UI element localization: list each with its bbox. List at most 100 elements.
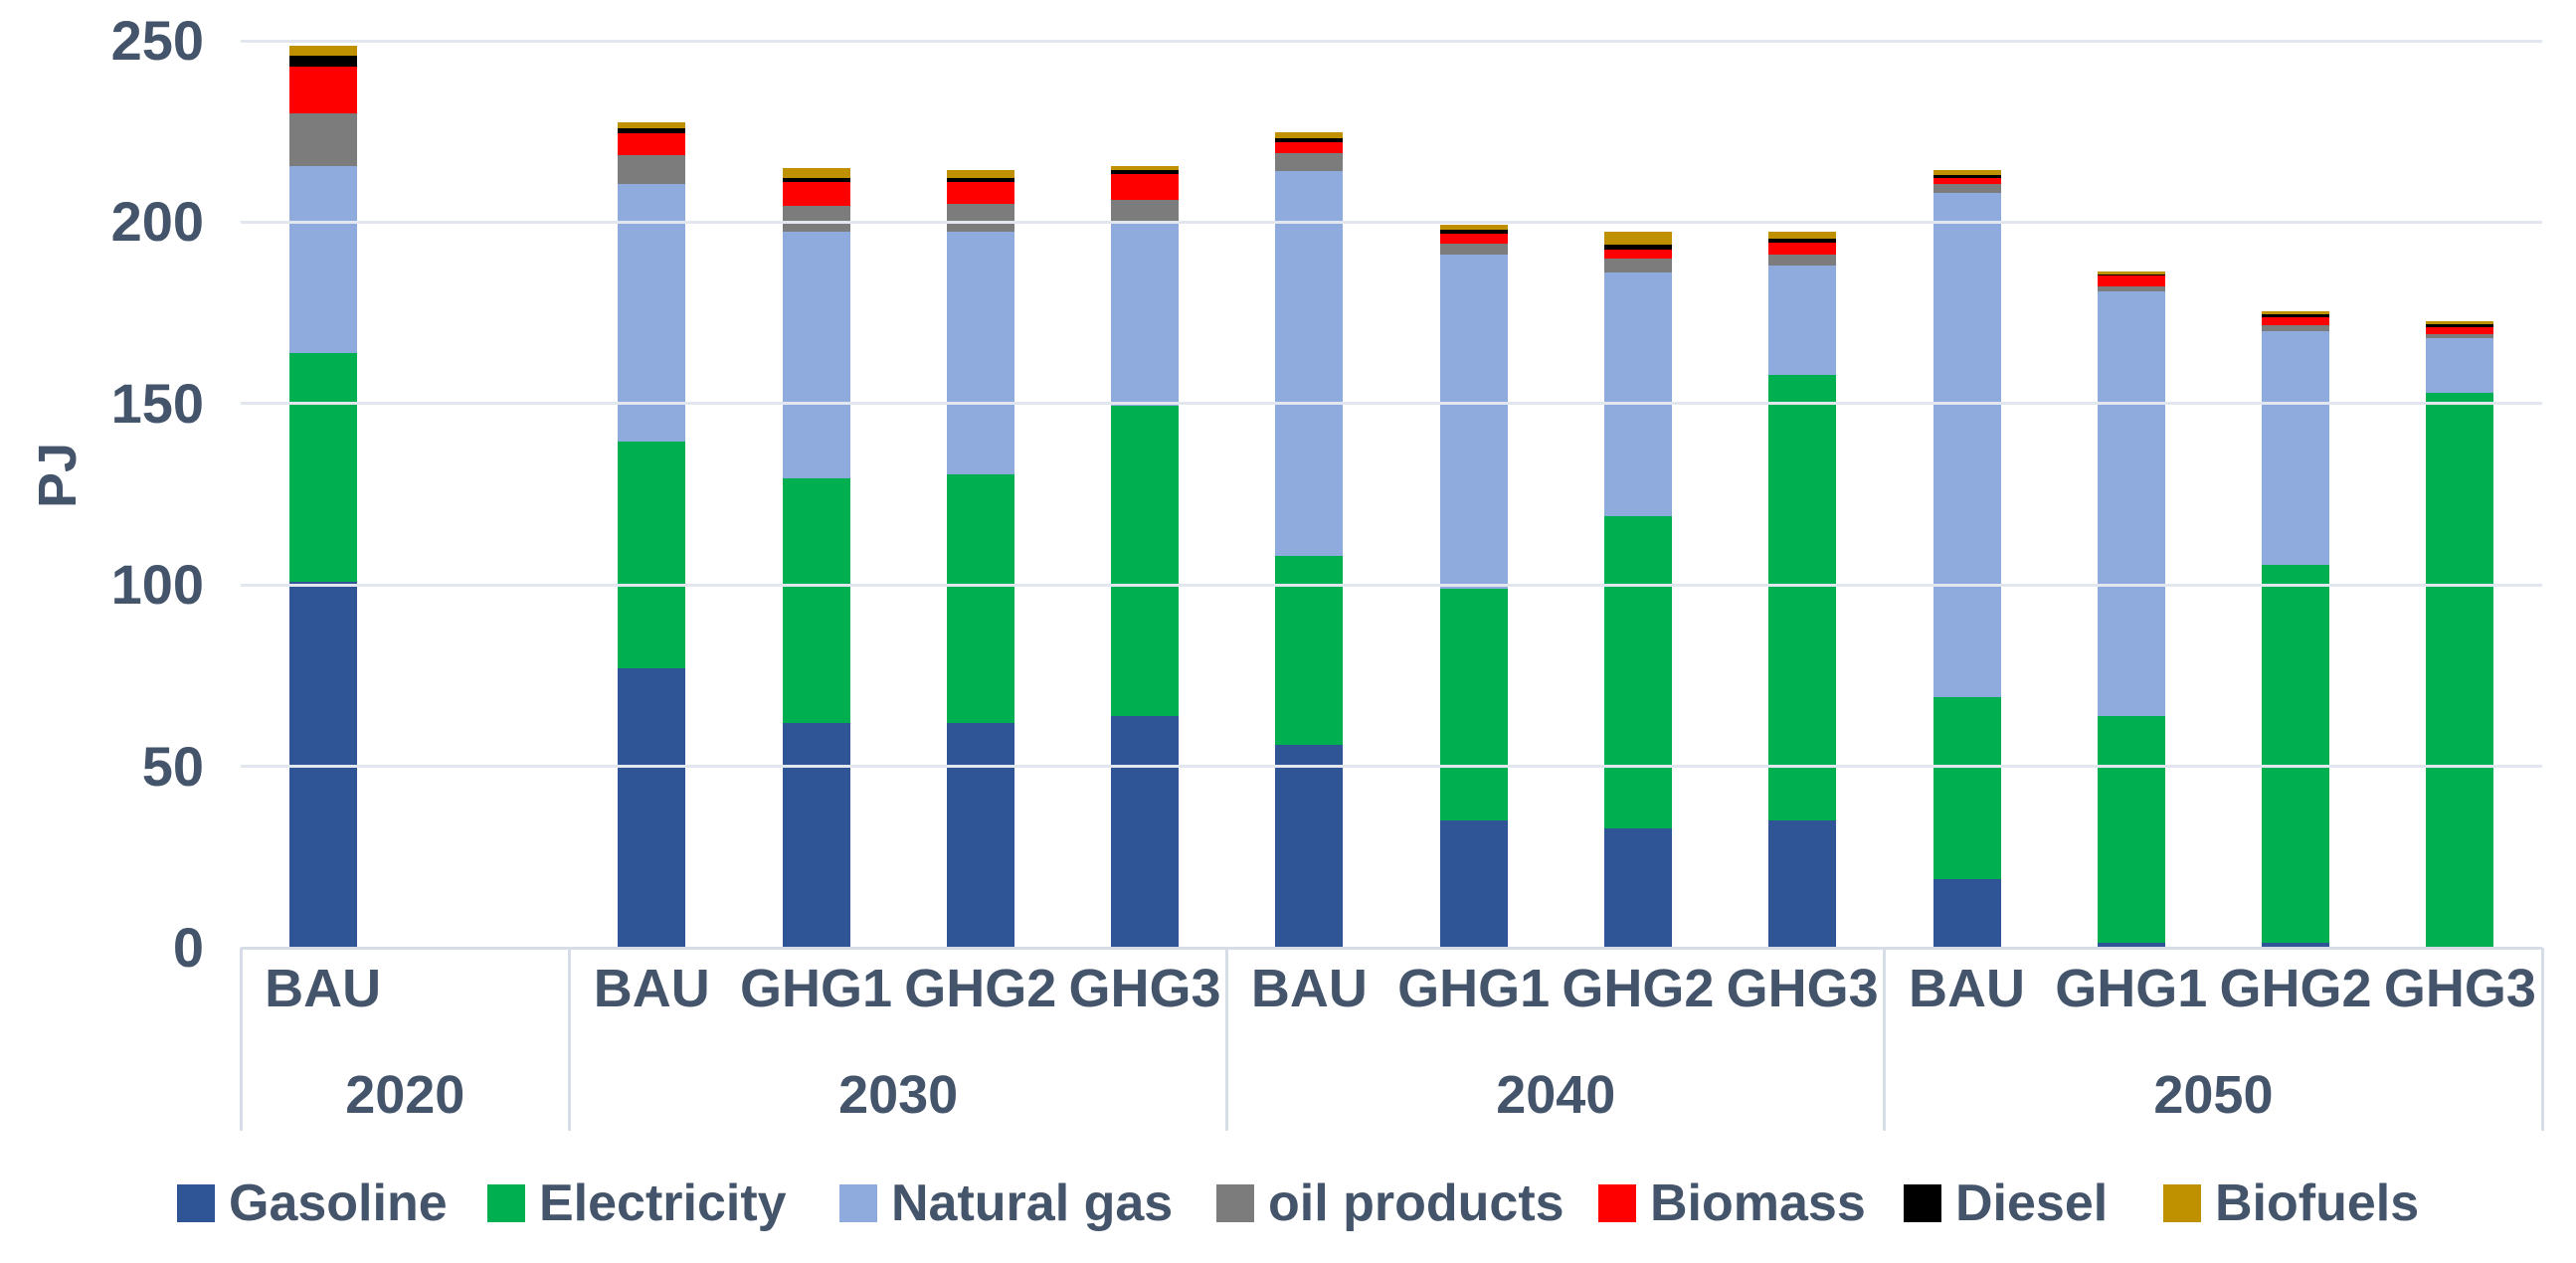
bar-segment-2030-GHG1-diesel [782, 177, 850, 183]
bar-segment-2040-GHG1-diesel [1439, 230, 1508, 235]
bar-segment-2030-GHG2-biofuels [946, 169, 1014, 178]
bar-segment-2020-BAU-diesel [288, 55, 357, 67]
scenario-label-2040-GHG3: GHG3 [1726, 959, 1879, 1018]
bar-segment-2030-BAU-electricity [618, 442, 686, 669]
scenario-label-2030-GHG3: GHG3 [1068, 959, 1221, 1018]
bar-segment-2040-BAU-biofuels [1275, 131, 1344, 138]
bar-segment-2040-GHG3-natural-gas [1768, 266, 1837, 375]
bar-segment-2040-GHG2-natural-gas [1603, 272, 1672, 516]
gridline [241, 402, 2542, 406]
bar-segment-2020-BAU-gasoline [288, 581, 357, 948]
scenario-label-2050-GHG3: GHG3 [2383, 959, 2536, 1018]
bar-segment-2040-BAU-biomass [1275, 142, 1344, 154]
legend-label: Biofuels [2215, 1174, 2420, 1232]
year-label-2030: 2030 [838, 1065, 959, 1125]
bar-segment-2050-GHG2-biofuels [2262, 310, 2330, 315]
y-axis-tick-label: 0 [172, 916, 204, 979]
bar-segment-2050-GHG1-oil-products [2097, 285, 2165, 291]
bar-segment-2030-BAU-oil-products [618, 154, 686, 185]
bar-segment-2040-GHG1-gasoline [1439, 820, 1508, 948]
legend-item-diesel: Diesel [1904, 1174, 2108, 1232]
bar-segment-2040-GHG3-diesel [1768, 239, 1837, 243]
legend-label: Natural gas [891, 1174, 1174, 1232]
year-label-2040: 2040 [1496, 1065, 1616, 1125]
category-separator [568, 948, 572, 1131]
y-axis-tick-label: 100 [110, 553, 204, 617]
bar-segment-2050-GHG1-diesel [2097, 273, 2165, 276]
bar-segment-2030-GHG2-gasoline [946, 722, 1014, 948]
bar-segment-2040-GHG2-biomass [1603, 250, 1672, 259]
scenario-label-2050-GHG1: GHG1 [2055, 959, 2208, 1018]
bar-segment-2040-GHG1-electricity [1439, 588, 1508, 821]
bar-segment-2030-GHG1-biomass [782, 182, 850, 206]
bar-segment-2030-GHG2-biomass [946, 182, 1014, 205]
bar-segment-2030-GHG1-biofuels [782, 168, 850, 178]
bar-segment-2030-GHG3-diesel [1111, 170, 1180, 174]
scenario-label-2040-BAU: BAU [1250, 959, 1368, 1018]
bar-segment-2040-GHG2-electricity [1603, 515, 1672, 828]
year-label-2020: 2020 [345, 1065, 465, 1125]
gridline [241, 220, 2542, 224]
bar-segment-2050-GHG1-biomass [2097, 275, 2165, 286]
legend-label: oil products [1268, 1174, 1564, 1232]
category-separator [1225, 948, 1229, 1131]
legend-label: Electricity [539, 1174, 787, 1232]
bar-segment-2030-BAU-biofuels [618, 121, 686, 129]
gridline [241, 765, 2542, 769]
bar-segment-2040-GHG2-oil-products [1603, 258, 1672, 273]
bar-segment-2050-BAU-biomass [1932, 177, 2001, 185]
y-axis-tick-label: 200 [110, 190, 204, 254]
bar-segment-2020-BAU-natural-gas [288, 165, 357, 353]
bar-segment-2040-GHG3-gasoline [1768, 820, 1837, 948]
legend-item-gasoline: Gasoline [177, 1174, 448, 1232]
bar-segment-2020-BAU-oil-products [288, 112, 357, 166]
gridline [241, 583, 2542, 587]
bar-segment-2050-GHG3-biomass [2426, 326, 2494, 334]
scenario-label-2040-GHG1: GHG1 [1397, 959, 1551, 1018]
bar-segment-2030-GHG3-gasoline [1111, 715, 1180, 948]
legend-swatch-diesel [1904, 1184, 1941, 1222]
bar-segment-2030-GHG3-oil-products [1111, 199, 1180, 225]
category-separator [239, 948, 243, 1131]
bar-segment-2040-GHG2-gasoline [1603, 827, 1672, 948]
category-separator [2540, 948, 2544, 1131]
bar-segment-2050-GHG1-biofuels [2097, 271, 2165, 274]
bar-segment-2050-GHG1-natural-gas [2097, 290, 2165, 716]
bar-segment-2030-GHG2-oil-products [946, 204, 1014, 232]
bar-segment-2040-GHG1-oil-products [1439, 244, 1508, 256]
scenario-label-2050-GHG2: GHG2 [2219, 959, 2372, 1018]
bar-segment-2020-BAU-biomass [288, 66, 357, 113]
bar-segment-2040-BAU-natural-gas [1275, 171, 1344, 556]
bar-segment-2050-GHG3-diesel [2426, 323, 2494, 327]
bar-segment-2040-GHG3-electricity [1768, 374, 1837, 821]
bar-segment-2050-GHG2-biomass [2262, 316, 2330, 325]
bar-segment-2050-GHG1-electricity [2097, 715, 2165, 943]
legend-item-electricity: Electricity [487, 1174, 787, 1232]
y-axis-tick-label: 150 [110, 371, 204, 435]
gridline [241, 39, 2542, 43]
bar-segment-2040-GHG3-oil-products [1768, 254, 1837, 267]
bar-segment-2050-BAU-biofuels [1932, 169, 2001, 175]
scenario-label-2050-BAU: BAU [1909, 959, 2025, 1018]
bar-segment-2050-GHG2-oil-products [2262, 324, 2330, 331]
legend-item-natural-gas: Natural gas [839, 1174, 1173, 1232]
bar-segment-2020-BAU-biofuels [288, 46, 357, 56]
category-separator [1883, 948, 1887, 1131]
bar-segment-2030-GHG1-natural-gas [782, 231, 850, 478]
bar-segment-2030-GHG2-diesel [946, 177, 1014, 183]
legend-label: Diesel [1955, 1174, 2109, 1232]
bar-segment-2040-BAU-oil-products [1275, 153, 1344, 172]
bar-segment-2040-BAU-gasoline [1275, 744, 1344, 948]
bar-segment-2030-GHG1-electricity [782, 477, 850, 723]
y-axis-title: PJ [28, 442, 88, 509]
bar-segment-2040-GHG1-biomass [1439, 234, 1508, 245]
bar-segment-2030-GHG1-gasoline [782, 722, 850, 948]
bar-segment-2040-GHG2-diesel [1603, 245, 1672, 251]
bar-segment-2030-BAU-gasoline [618, 668, 686, 948]
scenario-label-2030-GHG2: GHG2 [904, 959, 1057, 1018]
bar-segment-2050-GHG2-diesel [2262, 314, 2330, 317]
scenario-label-2040-GHG2: GHG2 [1562, 959, 1715, 1018]
scenario-label-2020-BAU: BAU [265, 959, 382, 1018]
bar-segment-2030-GHG3-electricity [1111, 405, 1180, 716]
